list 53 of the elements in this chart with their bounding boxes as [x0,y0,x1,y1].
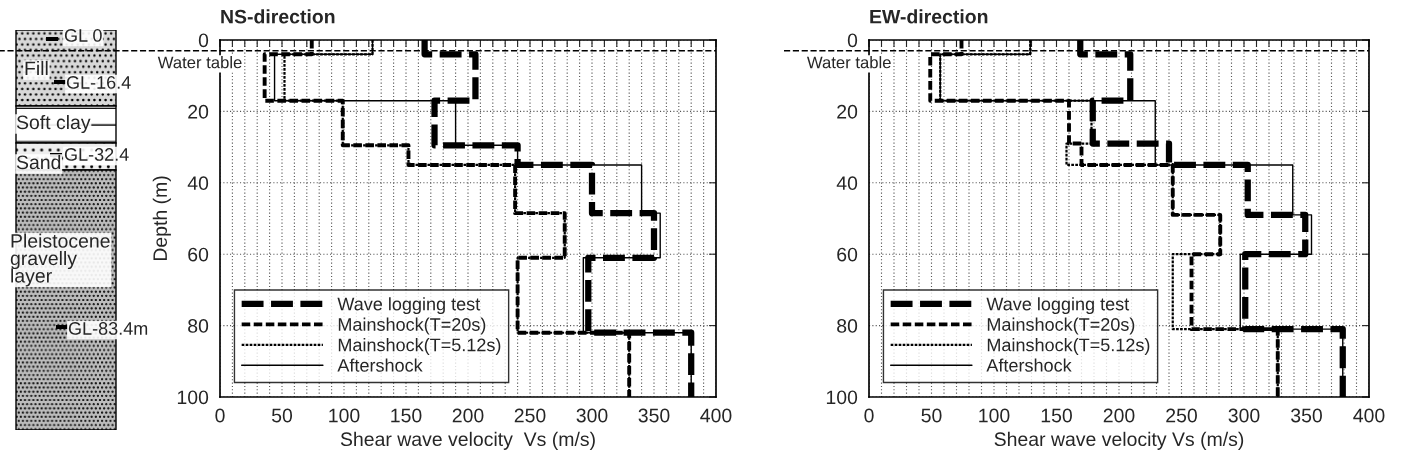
text: Sand [16,154,61,170]
y-tick-label: 40 [187,176,209,191]
y-tick-label: 20 [837,104,858,119]
x-axis-title: Shear wave velocity Vs (m/s) [994,431,1244,450]
x-tick-label: 350 [638,408,670,423]
x-axis-title: Shear wave velocity Vs (m/s) [340,431,595,450]
y-tick-label: 0 [847,33,858,48]
legend-label: Aftershock [986,358,1072,372]
x-tick-label: 200 [1103,408,1135,423]
text: Soft clay [16,114,91,134]
y-tick-label: 100 [826,390,858,405]
chart-title: NS-direction [221,9,335,24]
y-tick-label: 80 [837,319,858,333]
y-tick-label: 0 [198,33,209,48]
x-tick-label: 300 [576,408,608,423]
x-tick-label: 400 [1353,408,1385,423]
x-tick-label: 250 [514,408,546,423]
x-tick-label: 0 [215,408,225,423]
ref-line-label: Water table [806,56,891,69]
text: GL-83.4m [68,322,148,335]
x-tick-label: 150 [1041,408,1072,423]
legend-label: Mainshock(T=5.12s) [338,338,501,355]
y-tick-label: 80 [188,319,209,333]
y-tick-label: 60 [188,247,209,262]
x-tick-label: 0 [864,408,874,423]
legend-label: Wave logging test [337,297,481,315]
x-tick-label: 150 [391,408,422,423]
y-axis-title: Depth (m) [152,176,171,261]
text: GL 0 [64,29,102,42]
x-tick-label: 100 [979,408,1010,423]
legend-label: Mainshock(T=20s) [987,317,1135,335]
legend-label: Aftershock [337,358,423,372]
legend-label: Wave logging test [986,297,1130,315]
text: Pleistocene gravelly layer [10,233,110,287]
chart-title: EW-direction [870,9,988,24]
x-tick-label: 50 [921,408,942,423]
text: Fill [25,60,48,76]
x-tick-label: 250 [1166,408,1197,423]
text: GL-32.4 [64,148,129,161]
y-tick-label: 60 [837,247,858,262]
x-tick-label: 350 [1291,408,1322,423]
x-tick-label: 400 [700,408,732,423]
y-tick-label: 100 [177,390,209,405]
x-tick-label: 100 [329,408,360,423]
ref-line-label: Water table [157,56,242,69]
text: GL-16.4 [66,76,131,89]
legend-label: Mainshock(T=5.12s) [987,338,1150,355]
y-tick-label: 20 [188,104,209,119]
x-tick-label: 50 [271,408,293,423]
y-tick-label: 40 [836,176,858,191]
x-tick-label: 200 [452,408,484,423]
legend-label: Mainshock(T=20s) [338,317,486,335]
x-tick-label: 300 [1228,408,1260,423]
